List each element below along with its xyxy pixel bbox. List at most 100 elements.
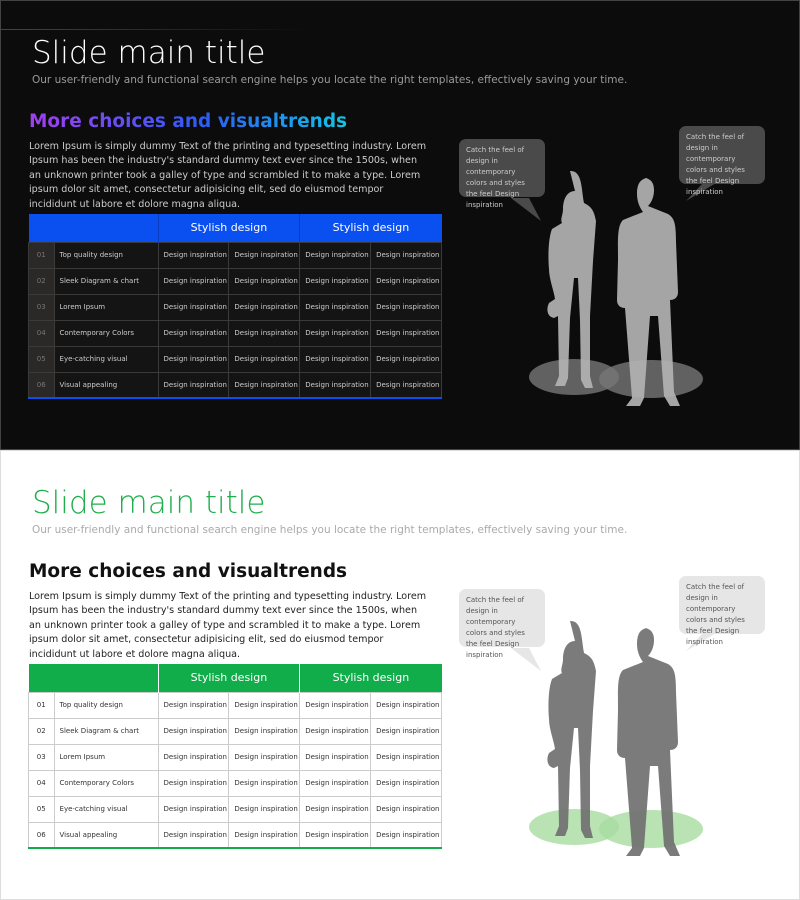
table-cell: Design inspiration — [299, 345, 372, 373]
table-cell: Design inspiration — [299, 691, 372, 719]
floor-shadow — [529, 359, 619, 395]
table-cell: Design inspiration — [157, 821, 230, 849]
table-cell: Design inspiration — [299, 769, 372, 797]
table-cell: Design inspiration — [157, 371, 230, 399]
table-cell: Design inspiration — [157, 769, 230, 797]
table-cell: Design inspiration — [157, 743, 230, 771]
bubble-tail — [686, 183, 716, 201]
people-illustration — [511, 621, 716, 856]
table-cell: Design inspiration — [299, 743, 372, 771]
table-cell: Design inspiration — [299, 717, 372, 745]
row-label: Contemporary Colors — [53, 319, 159, 347]
speech-bubble: Catch the feel of design in contemporary… — [679, 126, 765, 196]
table-cell: Design inspiration — [228, 717, 301, 745]
table-cell: Design inspiration — [299, 795, 372, 823]
table-cell: Design inspiration — [370, 691, 442, 719]
table-row: 03 Lorem Ipsum Design inspiration Design in… — [28, 743, 442, 771]
body-text: Lorem Ipsum is simply dummy Text of the … — [29, 141, 427, 210]
table-row: 01 Top quality design Design inspiration De… — [28, 691, 442, 719]
table-row: 06 Visual appealing Design inspiration Desi… — [28, 821, 442, 849]
table-cell: Design inspiration — [370, 293, 442, 321]
table-row: 04 Contemporary Colors Design inspiration D… — [28, 769, 442, 797]
row-number: 04 — [28, 319, 55, 347]
table-cell: Design inspiration — [228, 241, 301, 269]
row-number: 01 — [28, 691, 55, 719]
table-cell: Design inspiration — [228, 691, 301, 719]
floor-shadow — [599, 360, 703, 398]
man-silhouette-icon — [617, 628, 680, 856]
table-cell: Design inspiration — [299, 821, 372, 849]
table-cell: Design inspiration — [228, 345, 301, 373]
table-cell: Design inspiration — [157, 267, 230, 295]
floor-shadow — [529, 809, 619, 845]
table-row: 03 Lorem Ipsum Design inspiration Design in… — [28, 293, 442, 321]
table-cell: Design inspiration — [299, 371, 372, 399]
table-cell: Design inspiration — [228, 267, 301, 295]
table-cell: Design inspiration — [370, 319, 442, 347]
row-label: Lorem Ipsum — [53, 293, 159, 321]
row-number: 04 — [28, 769, 55, 797]
speech-bubble: Catch the feel of design in contemporary… — [459, 139, 545, 209]
table-row: 05 Eye-catching visual Design inspiration D… — [28, 795, 442, 823]
speech-bubble: Catch the feel of design in contemporary… — [459, 589, 545, 659]
table-cell: Design inspiration — [228, 371, 301, 399]
table-cell: Design inspiration — [157, 795, 230, 823]
table-row: 02 Sleek Diagram & chart Design inspiratio… — [28, 267, 442, 295]
floor-shadow — [599, 810, 703, 848]
row-number: 05 — [28, 795, 55, 823]
column-header: Stylish design — [299, 214, 442, 242]
comparison-table: Stylish design Stylish design 01 Top qual… — [28, 214, 442, 399]
row-number: 01 — [28, 241, 55, 269]
table-cell: Design inspiration — [228, 319, 301, 347]
bubble-tail — [511, 198, 541, 221]
row-number: 02 — [28, 717, 55, 745]
row-number: 03 — [28, 743, 55, 771]
table-cell: Design inspiration — [370, 769, 442, 797]
row-label: Sleek Diagram & chart — [53, 267, 159, 295]
slide-subtitle: Our user-friendly and functional search … — [32, 74, 628, 86]
table-cell: Design inspiration — [157, 241, 230, 269]
table-cell: Design inspiration — [370, 821, 442, 849]
table-cell: Design inspiration — [299, 241, 372, 269]
row-number: 03 — [28, 293, 55, 321]
section-heading: More choices and visualtrends — [29, 561, 348, 582]
table-row: 01 Top quality design Design inspiration De… — [28, 241, 442, 269]
table-cell: Design inspiration — [370, 267, 442, 295]
table-cell: Design inspiration — [228, 743, 301, 771]
table-cell: Design inspiration — [157, 319, 230, 347]
column-header: Stylish design — [158, 214, 301, 242]
table-cell: Design inspiration — [157, 691, 230, 719]
man-silhouette-icon — [617, 178, 680, 406]
divider — [1, 29, 311, 30]
people-illustration — [511, 171, 716, 406]
row-label: Visual appealing — [53, 821, 159, 849]
row-number: 06 — [28, 821, 55, 849]
table-header: Stylish design Stylish design — [28, 214, 442, 242]
slide-subtitle: Our user-friendly and functional search … — [32, 524, 628, 536]
row-label: Eye-catching visual — [53, 345, 159, 373]
speech-bubble: Catch the feel of design in contemporary… — [679, 576, 765, 646]
comparison-table: Stylish design Stylish design 01 Top qual… — [28, 664, 442, 849]
row-number: 05 — [28, 345, 55, 373]
section-heading: More choices and visualtrends — [29, 111, 348, 132]
table-cell: Design inspiration — [157, 293, 230, 321]
table-row: 02 Sleek Diagram & chart Design inspiratio… — [28, 717, 442, 745]
row-label: Sleek Diagram & chart — [53, 717, 159, 745]
table-cell: Design inspiration — [299, 293, 372, 321]
table-cell: Design inspiration — [157, 717, 230, 745]
row-label: Contemporary Colors — [53, 769, 159, 797]
bubble-tail — [686, 633, 716, 651]
table-cell: Design inspiration — [370, 241, 442, 269]
table-cell: Design inspiration — [299, 267, 372, 295]
table-cell: Design inspiration — [299, 319, 372, 347]
table-cell: Design inspiration — [370, 743, 442, 771]
header-empty — [28, 214, 159, 242]
row-label: Eye-catching visual — [53, 795, 159, 823]
woman-silhouette-icon — [547, 621, 596, 838]
table-cell: Design inspiration — [370, 795, 442, 823]
slide-light: Slide main title Our user-friendly and f… — [0, 450, 800, 900]
table-cell: Design inspiration — [370, 717, 442, 745]
row-label: Top quality design — [53, 691, 159, 719]
table-cell: Design inspiration — [370, 345, 442, 373]
